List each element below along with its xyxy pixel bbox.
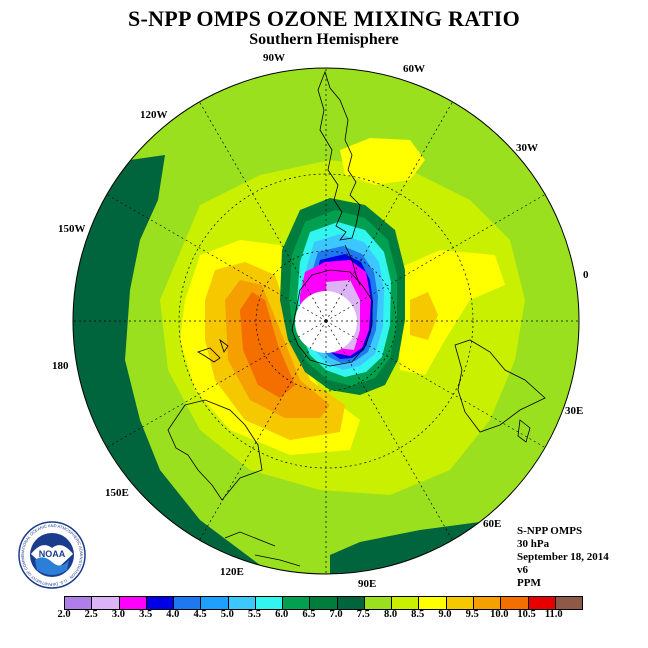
colorbar-tick-label: 4.5 — [193, 609, 207, 620]
info-instrument: S-NPP OMPS — [517, 525, 583, 537]
colorbar-tick-label: 8.5 — [411, 609, 425, 620]
colorbar-tick-label: 8.0 — [383, 609, 398, 620]
logo-wave — [35, 557, 69, 575]
colorbar-swatch — [283, 597, 311, 609]
coastline-south-america — [317, 70, 361, 241]
meridian-line — [325, 320, 546, 448]
colorbar-tick-label: 3.5 — [139, 609, 153, 620]
longitude-label-120w: 120W — [140, 109, 168, 121]
longitude-label-90e: 90E — [358, 578, 377, 590]
colorbar — [64, 596, 583, 610]
colorbar-swatch — [364, 597, 393, 609]
logo-gull — [31, 545, 73, 574]
gold-patch-east — [410, 292, 438, 340]
meridian-line — [106, 194, 327, 322]
colorbar-tick-label: 9.0 — [438, 609, 452, 620]
longitude-label-180: 180 — [52, 360, 69, 372]
colorbar-tick-label: 3.0 — [111, 609, 125, 620]
colorbar-swatch — [146, 597, 175, 609]
colorbar-tick-label: 9.5 — [465, 609, 479, 620]
coastline-antarctica — [291, 269, 373, 367]
info-version: v6 — [517, 564, 528, 576]
longitude-label-150w: 150W — [58, 223, 86, 235]
colorbar-swatch — [65, 597, 93, 609]
figure-subtitle: Southern Hemisphere — [249, 31, 399, 48]
yellow-patch-north — [340, 138, 425, 185]
coastlines — [167, 70, 546, 567]
colorbar-tick-label: 10.0 — [490, 609, 509, 620]
colorbar-tick-label: 5.0 — [220, 609, 234, 620]
colorbar-tick-label: 6.5 — [302, 609, 316, 620]
colorbar-swatch — [446, 597, 474, 609]
info-date: September 18, 2014 — [517, 551, 609, 563]
meridian-line — [325, 194, 546, 322]
logo-text: NOAA — [39, 549, 66, 559]
colorbar-tick-label: 7.0 — [329, 609, 343, 620]
colorbar-tick-label: 11.0 — [544, 609, 563, 620]
coastline-antarctic-peninsula — [344, 244, 361, 286]
longitude-label-0: 0 — [583, 269, 589, 281]
colorbar-tick-label: 5.5 — [247, 609, 262, 620]
longitude-label-120e: 120E — [220, 566, 244, 578]
coastline-indonesia — [224, 531, 301, 567]
coastline-madagascar — [517, 419, 531, 443]
coastline-africa — [454, 339, 546, 433]
map-border — [72, 67, 580, 575]
colorbar-tick-label: 2.5 — [84, 609, 98, 620]
figure-title: S-NPP OMPS OZONE MIXING RATIO — [127, 6, 521, 31]
colorbar-swatch — [419, 597, 447, 609]
colorbar-tick-label: 7.5 — [356, 609, 370, 620]
colorbar-swatch — [201, 597, 229, 609]
colorbar-tick-label: 4.0 — [166, 609, 180, 620]
coastline-new-zealand — [197, 338, 229, 363]
colorbar-tick-label: 10.5 — [517, 609, 536, 620]
longitude-label-30w: 30W — [516, 142, 538, 154]
coastline-australia — [167, 399, 263, 501]
longitude-label-150e: 150E — [105, 487, 129, 499]
longitude-label-90w: 90W — [263, 52, 285, 64]
colorbar-swatch — [92, 597, 120, 609]
colorbar-swatch — [310, 597, 338, 609]
noaa-logo: NOAA NATIONAL OCEANIC AND ATMOSPHERIC AD… — [17, 520, 86, 589]
colorbar-swatch — [174, 597, 202, 609]
meridians — [73, 68, 579, 574]
meridian-line — [199, 320, 327, 541]
colorbar-tick-label: 6.0 — [275, 609, 289, 620]
longitude-label-60e: 60E — [483, 518, 502, 530]
colorbar-swatch — [119, 597, 147, 609]
longitude-label-30e: 30E — [565, 405, 584, 417]
colorbar-swatch — [255, 597, 284, 609]
colorbar-swatch — [473, 597, 502, 609]
graticule — [73, 68, 579, 574]
info-units: PPM — [517, 577, 541, 589]
colorbar-swatch — [228, 597, 256, 609]
yellow-region-east — [395, 250, 505, 375]
colorbar-swatch — [337, 597, 365, 609]
meridian-line — [325, 101, 453, 322]
ozone-field — [73, 68, 579, 574]
colorbar-swatch — [501, 597, 529, 609]
colorbar-swatch — [528, 597, 556, 609]
longitude-label-60w: 60W — [403, 63, 425, 75]
colorbar-swatch — [555, 597, 583, 609]
colorbar-swatch — [392, 597, 420, 609]
colorbar-tick-label: 2.0 — [57, 609, 71, 620]
dark-orange-core — [240, 292, 295, 398]
meridian-line — [325, 320, 453, 541]
info-level: 30 hPa — [517, 538, 550, 550]
meridian-line — [199, 101, 327, 322]
meridian-line — [106, 320, 327, 448]
